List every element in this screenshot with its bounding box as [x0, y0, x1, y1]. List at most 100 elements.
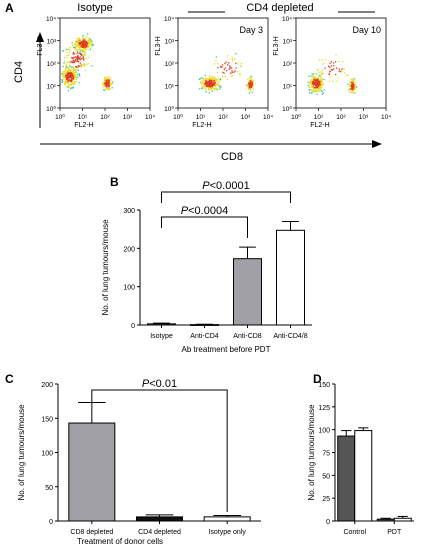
flow-event	[212, 84, 214, 86]
flow-event	[92, 44, 95, 46]
flow-event	[250, 79, 252, 81]
y-tick-label: 150	[318, 382, 330, 389]
flow-event	[334, 61, 337, 63]
flow-event	[315, 85, 317, 88]
flow-event	[65, 70, 67, 72]
flow-event	[321, 81, 323, 83]
significance-bracket	[91, 389, 228, 512]
y-axis-label: No. of lung tumours/mouse	[17, 404, 26, 501]
flow-event	[211, 90, 214, 92]
flow-event	[80, 54, 83, 56]
flow-event	[79, 39, 81, 41]
flow-event	[83, 59, 85, 61]
flow-event	[314, 90, 316, 92]
flow-event	[91, 44, 93, 47]
flow-event	[81, 50, 83, 52]
flow-event	[68, 68, 71, 70]
flow-event	[211, 87, 213, 89]
flow-event	[201, 87, 203, 90]
flow-event	[71, 78, 74, 80]
flow-event	[229, 65, 231, 67]
flow-event	[89, 44, 92, 46]
flow-event	[352, 90, 354, 92]
y-tick-label: 100	[123, 285, 135, 292]
flow-event	[319, 82, 321, 84]
flow-event	[331, 69, 334, 71]
flow-event	[73, 56, 75, 59]
flow-event	[321, 59, 323, 61]
flow-event	[70, 66, 73, 68]
flow-event	[328, 80, 330, 82]
flow-event	[85, 48, 87, 50]
flow-event	[356, 86, 358, 88]
flow-event	[313, 87, 316, 89]
flow-event	[214, 85, 216, 88]
flow-event	[330, 61, 332, 63]
flow-event	[347, 83, 349, 85]
flow-event	[248, 83, 250, 86]
flow-event	[205, 91, 207, 93]
flow-event	[63, 75, 65, 77]
flow-event	[88, 45, 90, 47]
flow-event	[74, 59, 77, 61]
flow-event	[73, 68, 75, 70]
flow-event	[83, 53, 85, 55]
flow-event	[313, 83, 316, 85]
flow-event	[355, 87, 357, 89]
flow-event	[74, 81, 76, 84]
flow-event	[82, 44, 84, 46]
flow-event	[251, 79, 253, 81]
flow-event	[199, 81, 201, 83]
flow-event	[84, 48, 86, 50]
flow-event	[77, 55, 79, 57]
flow-event	[350, 78, 352, 80]
flow-event	[67, 71, 69, 74]
flow-event	[67, 82, 70, 84]
y-tick-label: 125	[318, 405, 330, 412]
flow-event	[329, 66, 331, 68]
flow-event	[76, 44, 78, 47]
flow-event	[207, 81, 209, 83]
flow-event	[310, 81, 312, 83]
flow-event	[86, 43, 88, 45]
flow-event	[76, 60, 78, 62]
flow-event	[112, 81, 114, 83]
y-tick-label: 150	[41, 416, 53, 423]
flow-event	[209, 75, 211, 77]
flow-event	[76, 43, 79, 45]
flow-event	[84, 54, 86, 56]
flow-event	[310, 88, 312, 91]
flow-event	[62, 65, 64, 67]
y-axis-label: No. of lung tumours/mouse	[101, 219, 110, 316]
flow-event	[235, 53, 237, 55]
flow-event	[65, 69, 67, 71]
flow-event	[68, 48, 70, 50]
flow-event	[315, 82, 317, 85]
flow-event	[67, 90, 70, 92]
flow-event	[213, 76, 215, 79]
flow-event	[215, 88, 217, 90]
flow-event	[321, 73, 323, 76]
flow-event	[83, 39, 85, 41]
flow-event	[307, 84, 309, 87]
flow-event	[105, 85, 108, 87]
flow-event	[71, 42, 73, 44]
flow-event	[349, 91, 351, 93]
category-label: CD8 depleted	[70, 529, 113, 536]
flow-event	[71, 79, 73, 82]
flow-event	[228, 62, 230, 64]
flow-event	[336, 67, 338, 69]
flow-event	[70, 84, 72, 86]
flow-event	[339, 71, 341, 73]
flow-event	[315, 90, 317, 92]
flow-event	[79, 45, 81, 47]
flow-event	[235, 67, 237, 69]
flow-event	[201, 86, 204, 89]
bar	[393, 517, 412, 522]
flow-event	[351, 78, 353, 80]
flow-event	[79, 62, 81, 64]
flow-event	[232, 60, 234, 62]
flow-event	[204, 74, 206, 77]
flow-event	[65, 68, 67, 70]
